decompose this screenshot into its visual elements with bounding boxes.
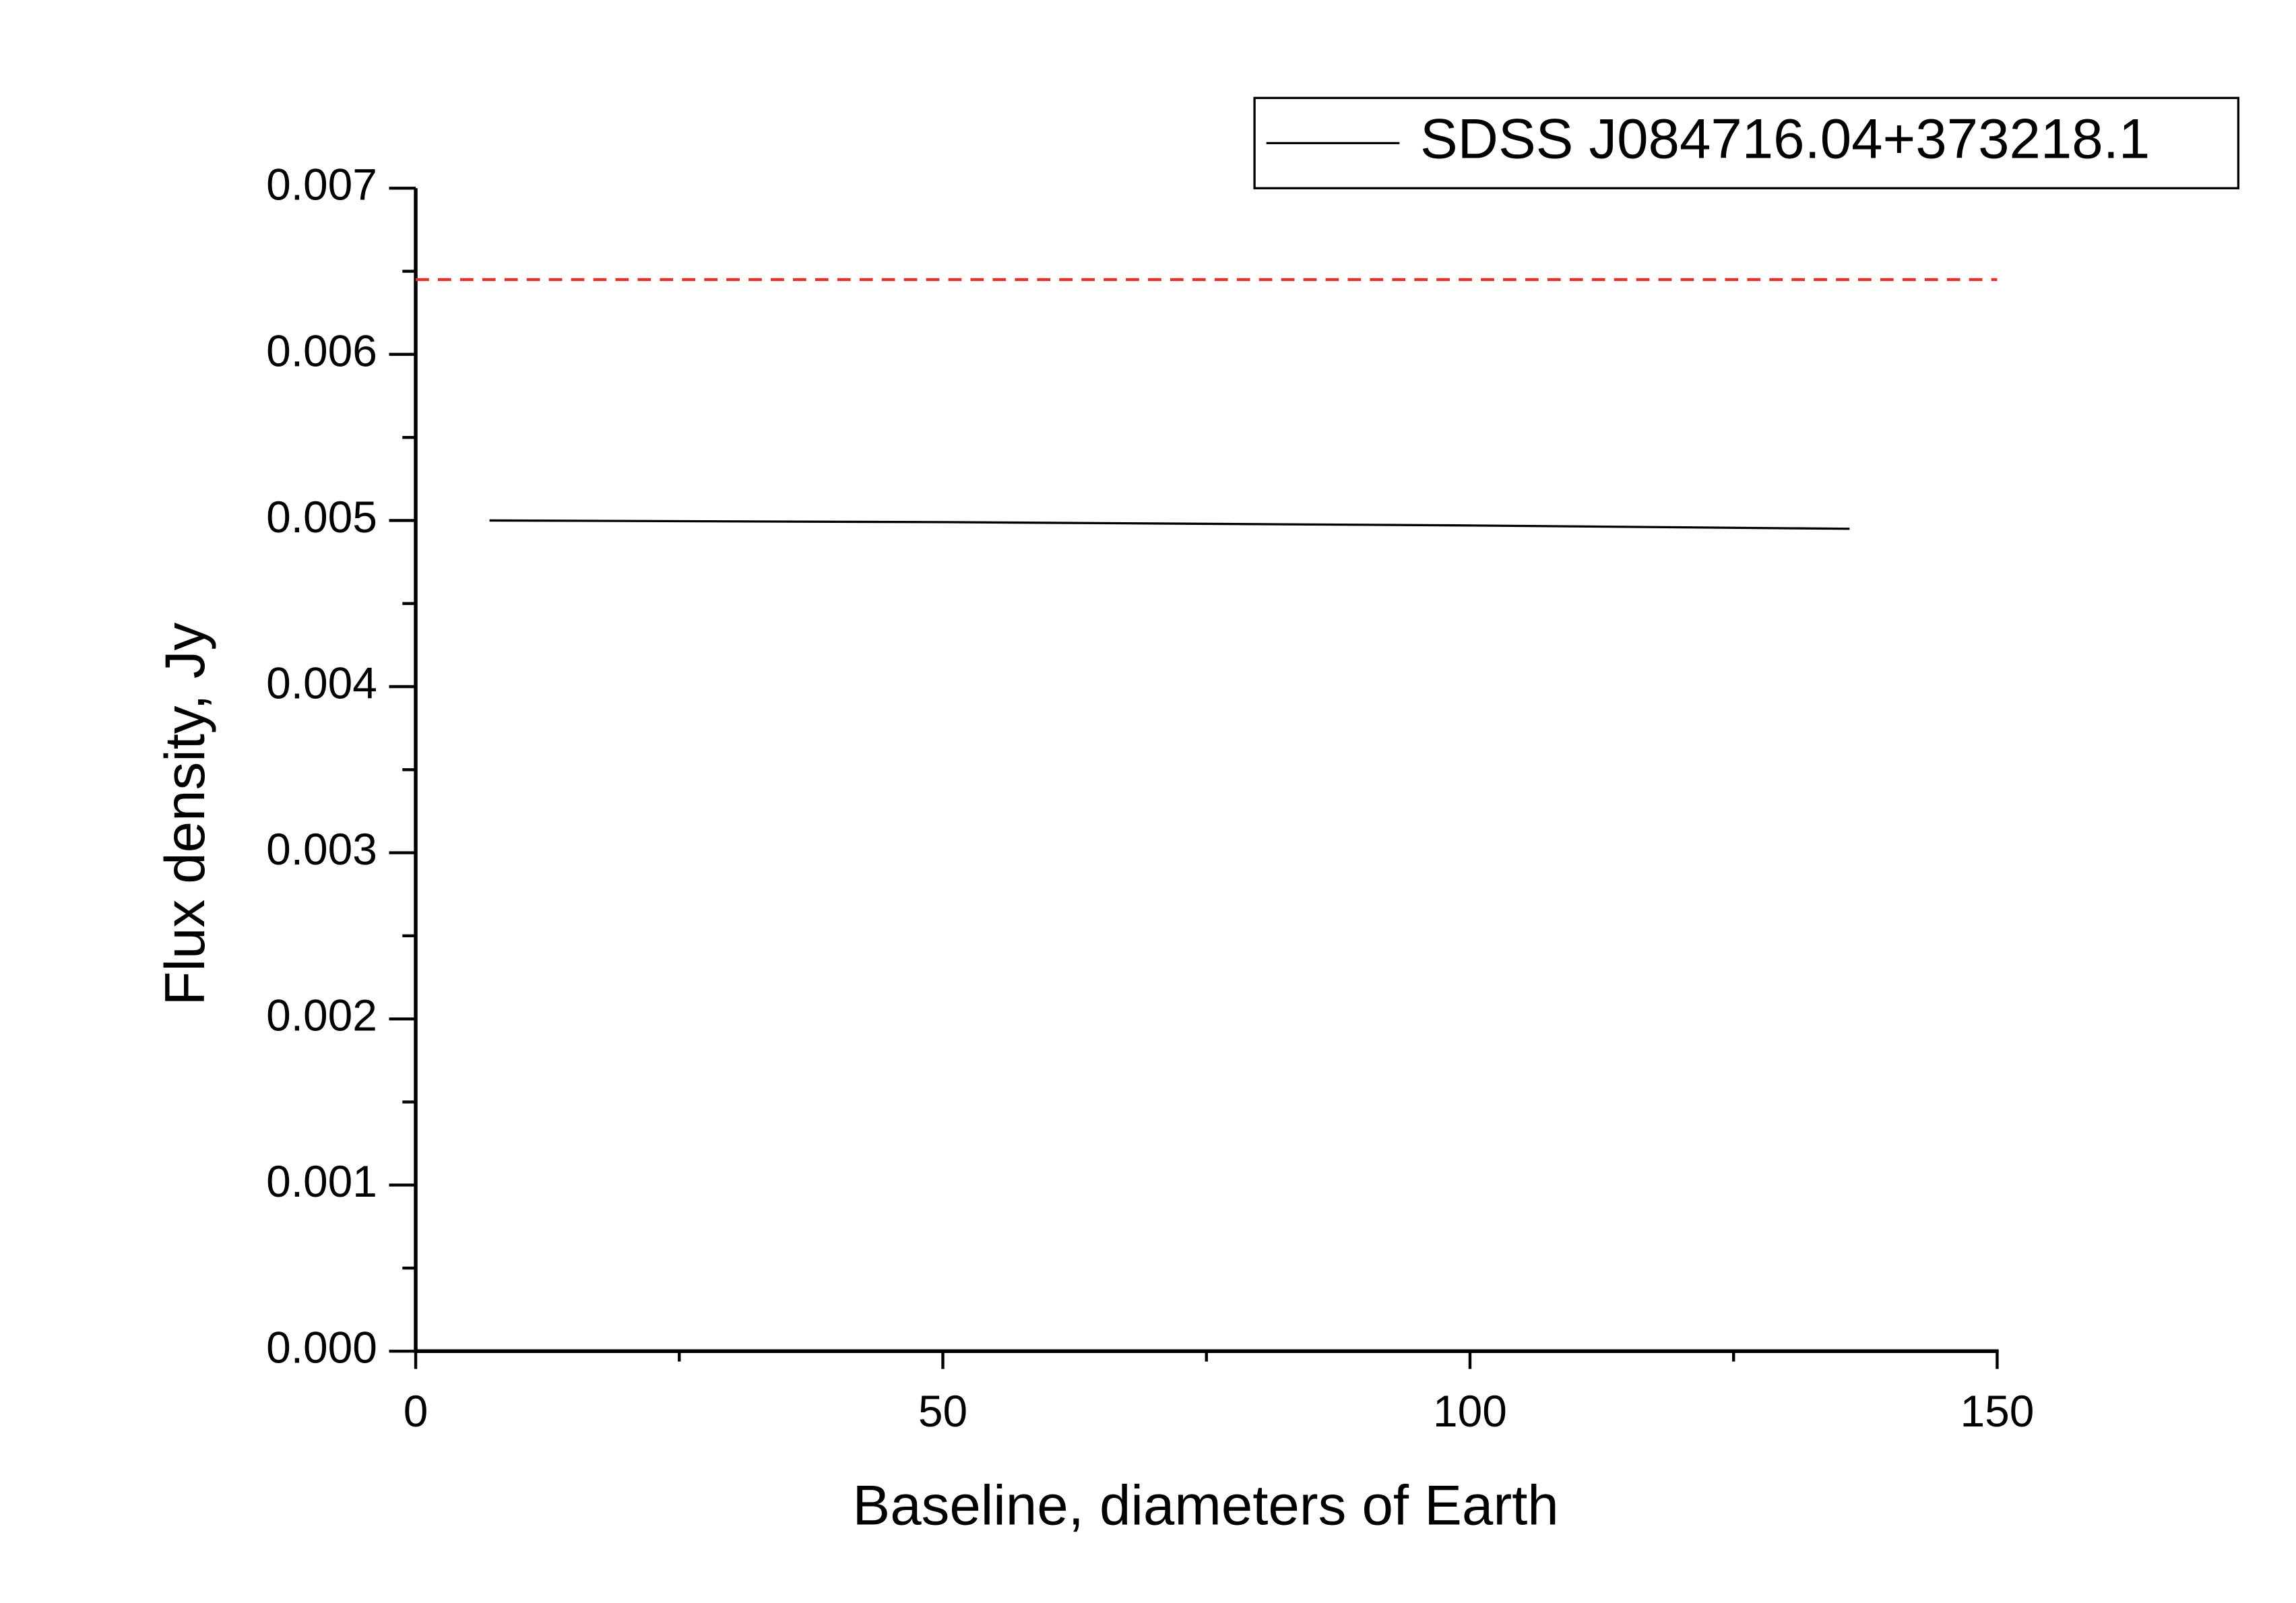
y-tick-label: 0.002 [266, 991, 377, 1040]
y-tick-label: 0.000 [266, 1323, 377, 1373]
x-tick-label: 150 [1960, 1386, 2034, 1436]
x-tick-label: 100 [1433, 1386, 1507, 1436]
y-tick-label: 0.001 [266, 1156, 377, 1206]
legend-box [1253, 96, 2240, 189]
x-tick-label: 0 [404, 1386, 428, 1436]
y-tick-label: 0.007 [266, 160, 377, 210]
y-axis-title: Flux density, Jy [153, 622, 216, 1005]
x-tick-label: 50 [918, 1386, 967, 1436]
x-axis-title: Baseline, diameters of Earth [853, 1473, 1559, 1536]
y-tick-label: 0.003 [266, 824, 377, 874]
legend-label: SDSS J084716.04+373218.1 [1420, 106, 2150, 170]
y-tick-label: 0.005 [266, 492, 377, 542]
data-line [489, 519, 1850, 530]
y-tick-label: 0.006 [266, 325, 377, 375]
y-tick-label: 0.004 [266, 658, 377, 708]
